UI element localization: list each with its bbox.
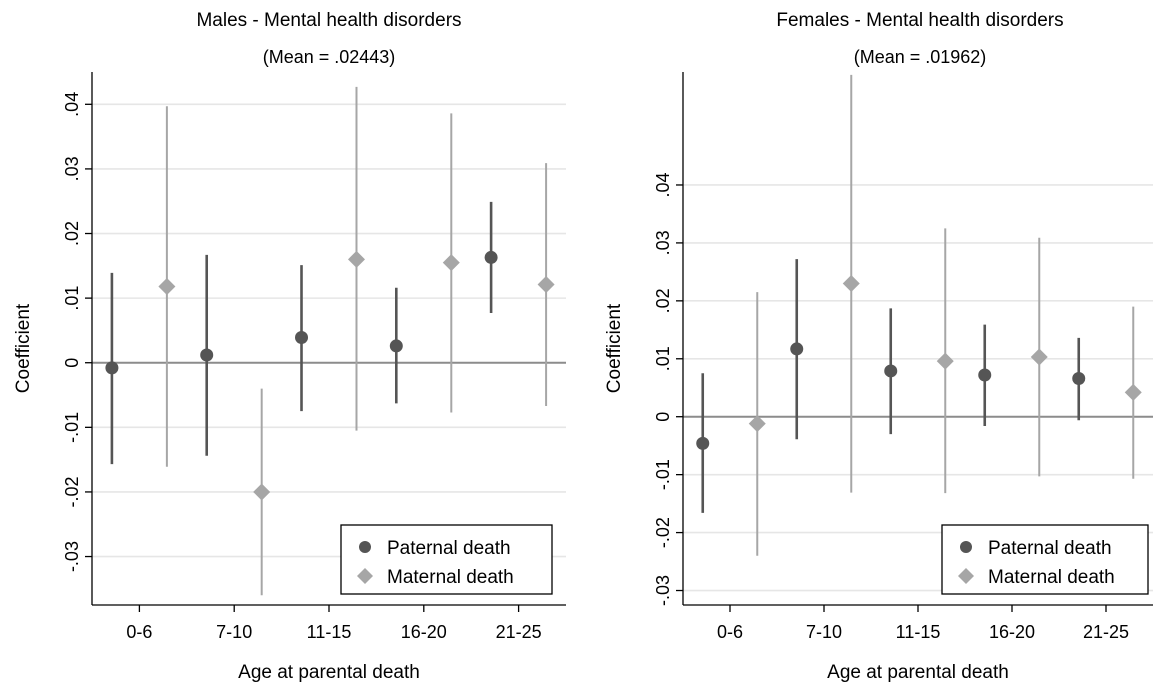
legend: Paternal death Maternal death <box>340 524 553 595</box>
point-maternal <box>158 277 176 295</box>
x-tick-label: 11-15 <box>307 622 352 642</box>
legend-label-maternal: Maternal death <box>988 567 1115 588</box>
y-tick-label: 0 <box>653 412 673 422</box>
chart-panel-0: -.03 -.02 -.01 0 .01 .02 .03 .04 0-6 7-10 11-15 16-… <box>13 10 566 683</box>
x-tick-label: 7-10 <box>216 622 252 642</box>
x-tick-label: 16-20 <box>989 622 1035 642</box>
point-maternal <box>253 483 271 501</box>
x-tick-label: 7-10 <box>806 622 842 642</box>
y-tick-label: -.01 <box>62 412 82 443</box>
y-tick-label: 0 <box>62 358 82 368</box>
series-paternal <box>696 259 1086 513</box>
y-tick-label: .04 <box>62 92 82 117</box>
point-paternal <box>484 250 498 264</box>
y-tick-label: .02 <box>62 221 82 246</box>
point-maternal <box>442 254 460 272</box>
point-maternal <box>748 415 766 433</box>
point-maternal <box>1030 348 1048 366</box>
point-paternal <box>696 436 710 450</box>
series-maternal <box>158 86 555 596</box>
point-maternal <box>936 352 954 370</box>
legend-marker-maternal <box>357 568 373 584</box>
point-maternal <box>1124 383 1142 401</box>
legend-label-paternal: Paternal death <box>387 538 511 559</box>
point-paternal <box>295 331 309 345</box>
legend-box <box>340 524 553 595</box>
x-tick-label: 11-15 <box>896 622 941 642</box>
y-tick-label: -.02 <box>653 517 673 548</box>
legend-label-paternal: Paternal death <box>988 538 1112 559</box>
point-paternal <box>1072 371 1086 385</box>
y-tick-label: -.03 <box>653 575 673 606</box>
y-tick-label: .01 <box>653 346 673 371</box>
y-tick-label: -.01 <box>653 459 673 490</box>
point-paternal <box>978 368 992 382</box>
y-tick-label: -.02 <box>62 476 82 507</box>
y-tick-label: .03 <box>62 156 82 181</box>
y-axis-label: Coefficient <box>604 303 625 393</box>
x-tick-label: 16-20 <box>401 622 447 642</box>
chart-title: Males - Mental health disorders <box>196 10 461 31</box>
x-tick-label: 0-6 <box>126 622 152 642</box>
chart-panel-1: -.03 -.02 -.01 0 .01 .02 .03 .04 0-6 7-10 11-15 16-… <box>604 10 1153 683</box>
x-tick-label: 21-25 <box>496 622 542 642</box>
y-tick-label: -.03 <box>62 541 82 572</box>
point-paternal <box>105 361 119 375</box>
x-tick-label: 0-6 <box>717 622 743 642</box>
chart-subtitle: (Mean = .02443) <box>263 47 396 67</box>
legend-box <box>941 524 1149 595</box>
series-paternal <box>105 201 498 465</box>
legend-marker-paternal <box>359 541 371 553</box>
point-maternal <box>842 274 860 292</box>
x-tick-label: 21-25 <box>1083 622 1129 642</box>
x-axis-label: Age at parental death <box>238 662 420 683</box>
point-maternal <box>347 250 365 268</box>
point-paternal <box>389 339 403 353</box>
y-axis-label: Coefficient <box>13 303 34 393</box>
legend-marker-maternal <box>958 568 974 584</box>
point-paternal <box>790 342 804 356</box>
y-tick-label: .02 <box>653 288 673 313</box>
chart-title: Females - Mental health disorders <box>776 10 1063 31</box>
chart-subtitle: (Mean = .01962) <box>854 47 987 67</box>
series-maternal <box>748 74 1142 556</box>
point-paternal <box>200 348 214 362</box>
legend: Paternal death Maternal death <box>941 524 1149 595</box>
legend-marker-paternal <box>960 541 972 553</box>
y-tick-label: .04 <box>653 172 673 197</box>
point-paternal <box>884 364 898 378</box>
legend-label-maternal: Maternal death <box>387 567 514 588</box>
x-axis-label: Age at parental death <box>827 662 1009 683</box>
y-tick-label: .03 <box>653 230 673 255</box>
point-maternal <box>537 276 555 294</box>
y-tick-label: .01 <box>62 286 82 311</box>
